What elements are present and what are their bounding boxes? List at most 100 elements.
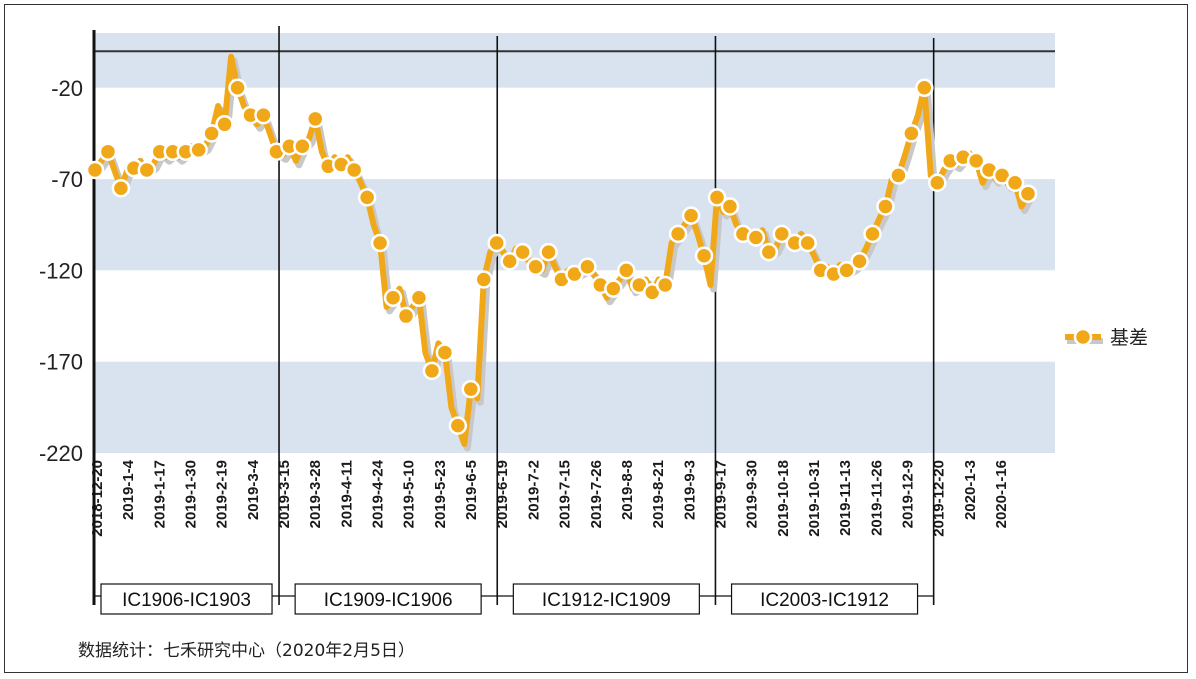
data-point: [889, 166, 908, 185]
y-tick-label: -20: [51, 76, 83, 101]
period-label-box: [100, 583, 273, 615]
x-tick-label: 2019-1-17: [151, 460, 168, 528]
x-tick-label: 2019-11-13: [837, 460, 854, 536]
x-tick-label: 2019-7-2: [525, 460, 542, 520]
data-point: [772, 224, 792, 244]
data-point: [215, 115, 234, 134]
data-point: [902, 124, 921, 143]
x-tick-label: 2019-2-19: [214, 460, 231, 528]
x-tick-label: 2019-7-26: [588, 460, 605, 528]
band-2: [95, 179, 1055, 271]
data-point: [578, 257, 597, 276]
x-tick-label: 2019-8-21: [650, 460, 667, 528]
data-point: [422, 361, 442, 381]
x-tick-label: 2019-3-4: [245, 459, 262, 520]
x-tick-label: 2019-7-15: [557, 460, 574, 528]
data-point: [293, 136, 312, 156]
data-point: [617, 261, 636, 280]
band-3: [95, 270, 1055, 362]
data-point: [344, 160, 364, 180]
data-point: [98, 142, 118, 161]
data-point: [928, 173, 947, 192]
data-point: [539, 242, 558, 262]
source-note: 数据统计：七禾研究中心（2020年2月5日）: [78, 641, 415, 661]
x-tick-label: 2019-6-5: [463, 460, 480, 520]
data-point: [863, 224, 882, 244]
y-tick-label: -70: [51, 167, 83, 192]
data-point: [474, 270, 493, 289]
x-tick-label: 2019-10-18: [775, 460, 792, 537]
data-point: [370, 233, 390, 253]
data-point: [448, 416, 468, 435]
data-point: [111, 178, 131, 198]
data-point: [655, 275, 675, 295]
data-point: [746, 228, 766, 247]
period-label-box: [294, 583, 482, 615]
data-point: [409, 288, 429, 308]
data-point: [254, 105, 273, 125]
band-4: [95, 361, 1055, 453]
period-label: IC1912-IC1909: [542, 590, 671, 611]
legend-label: 基差: [1110, 327, 1148, 349]
data-point: [396, 306, 416, 326]
x-tick-label: 2020-1-3: [962, 460, 979, 520]
data-point: [837, 261, 856, 280]
data-point: [487, 233, 506, 253]
data-point: [1005, 173, 1025, 192]
period-label-box: [730, 583, 919, 615]
x-tick-label: 2019-12-9: [899, 460, 916, 528]
data-point: [915, 78, 934, 98]
x-tick-label: 2019-3-15: [276, 460, 293, 528]
data-point: [202, 124, 221, 143]
x-tick-label: 2019-6-19: [494, 460, 511, 528]
x-tick-label: 2019-9-30: [744, 460, 761, 528]
data-point: [85, 160, 105, 180]
y-tick-label: -120: [39, 258, 83, 283]
data-point: [759, 242, 779, 262]
x-tick-label: 2019-9-3: [681, 460, 698, 520]
x-tick-label: 2019-11-26: [868, 460, 885, 536]
x-tick-label: 2019-1-30: [183, 460, 200, 528]
period-label: IC1909-IC1906: [324, 590, 453, 611]
data-point: [435, 343, 455, 362]
data-point: [681, 206, 701, 225]
x-tick-label: 2019-12-20: [931, 460, 948, 537]
period-label: IC1906-IC1903: [122, 590, 251, 611]
x-tick-label: 2019-3-28: [307, 460, 324, 528]
y-tick-label: -220: [39, 441, 83, 466]
x-tick-label: 2019-4-11: [338, 460, 355, 528]
data-point: [707, 188, 727, 207]
data-point: [694, 246, 714, 266]
data-point: [189, 140, 208, 160]
x-tick-label: 2018-12-20: [89, 460, 106, 537]
data-point: [1018, 184, 1038, 203]
period-label-box: [512, 583, 700, 615]
x-tick-label: 2019-10-31: [806, 460, 823, 537]
data-point: [966, 151, 986, 171]
x-tick-label: 2019-8-8: [619, 460, 636, 520]
chart-frame: [4, 4, 1188, 673]
x-tick-label: 2019-4-24: [370, 459, 387, 528]
data-point: [228, 78, 247, 98]
data-point: [500, 252, 519, 271]
band-0: [95, 33, 1055, 88]
y-tick-label: -170: [39, 350, 83, 375]
data-point: [798, 233, 817, 253]
data-point: [357, 188, 377, 207]
data-point: [513, 242, 532, 262]
data-point: [850, 252, 869, 271]
x-tick-label: 2019-5-23: [432, 460, 449, 528]
data-point: [720, 197, 740, 216]
data-point: [461, 379, 481, 399]
data-point: [876, 197, 895, 216]
band-1: [95, 87, 1055, 180]
data-point: [668, 224, 688, 244]
x-tick-label: 2019-9-17: [712, 460, 729, 528]
data-point: [383, 288, 403, 308]
x-tick-label: 2019-1-4: [120, 459, 137, 520]
data-point: [306, 109, 325, 129]
period-label: IC2003-IC1912: [760, 590, 889, 611]
data-point: [526, 257, 545, 276]
legend-marker: [1073, 327, 1093, 347]
x-tick-label: 2020-1-16: [993, 460, 1010, 528]
